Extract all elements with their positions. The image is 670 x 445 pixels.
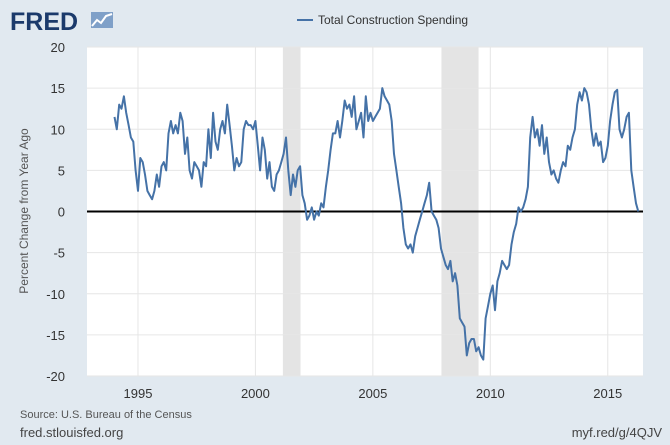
- y-tick-label: -20: [46, 369, 65, 384]
- y-tick-label: -10: [46, 287, 65, 302]
- legend-label: Total Construction Spending: [318, 13, 468, 27]
- x-tick-label: 2005: [358, 386, 387, 401]
- x-tick-label: 1995: [124, 386, 153, 401]
- y-axis-label: Percent Change from Year Ago: [17, 128, 31, 294]
- site-link[interactable]: fred.stlouisfed.org: [20, 425, 124, 440]
- y-tick-label: -5: [53, 246, 65, 261]
- x-axis-ticks: 1995 2000 2005 2010 2015: [124, 386, 623, 401]
- y-tick-label: 0: [58, 205, 65, 220]
- fred-logo-text: FRED: [10, 8, 78, 36]
- y-tick-label: 15: [51, 81, 65, 96]
- y-tick-label: -15: [46, 328, 65, 343]
- y-axis-ticks: 20 15 10 5 0 -5 -10 -15 -20: [46, 40, 65, 384]
- series-line-total-construction-spending: [113, 87, 640, 361]
- legend: Total Construction Spending: [297, 13, 468, 27]
- x-tick-label: 2010: [476, 386, 505, 401]
- fred-logo-graph-icon: [91, 12, 113, 28]
- x-tick-label: 2015: [593, 386, 622, 401]
- y-tick-label: 20: [51, 40, 65, 55]
- y-tick-label: 10: [51, 122, 65, 137]
- source-note: Source: U.S. Bureau of the Census: [20, 409, 192, 421]
- x-tick-label: 2000: [241, 386, 270, 401]
- y-tick-label: 5: [58, 163, 65, 178]
- fred-logo[interactable]: FRED: [10, 8, 113, 36]
- short-url-link[interactable]: myf.red/g/4QJV: [571, 425, 662, 440]
